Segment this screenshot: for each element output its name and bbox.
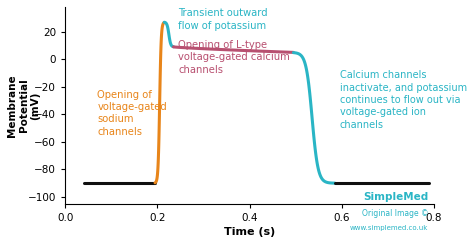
Y-axis label: Membrane
Potential
(mV): Membrane Potential (mV) bbox=[7, 74, 40, 137]
Text: Calcium channels
inactivate, and potassium
continues to flow out via
voltage-gat: Calcium channels inactivate, and potassi… bbox=[339, 70, 466, 130]
Text: Transient outward
flow of potassium: Transient outward flow of potassium bbox=[178, 8, 268, 31]
Text: Original Image ©: Original Image © bbox=[362, 209, 428, 218]
X-axis label: Time (s): Time (s) bbox=[224, 227, 275, 237]
Text: www.simplemed.co.uk: www.simplemed.co.uk bbox=[350, 225, 428, 231]
Text: SimpleMed: SimpleMed bbox=[363, 192, 428, 202]
Text: Opening of
voltage-gated
sodium
channels: Opening of voltage-gated sodium channels bbox=[97, 90, 167, 137]
Text: Opening of L-type
voltage-gated calcium
channels: Opening of L-type voltage-gated calcium … bbox=[178, 40, 290, 75]
